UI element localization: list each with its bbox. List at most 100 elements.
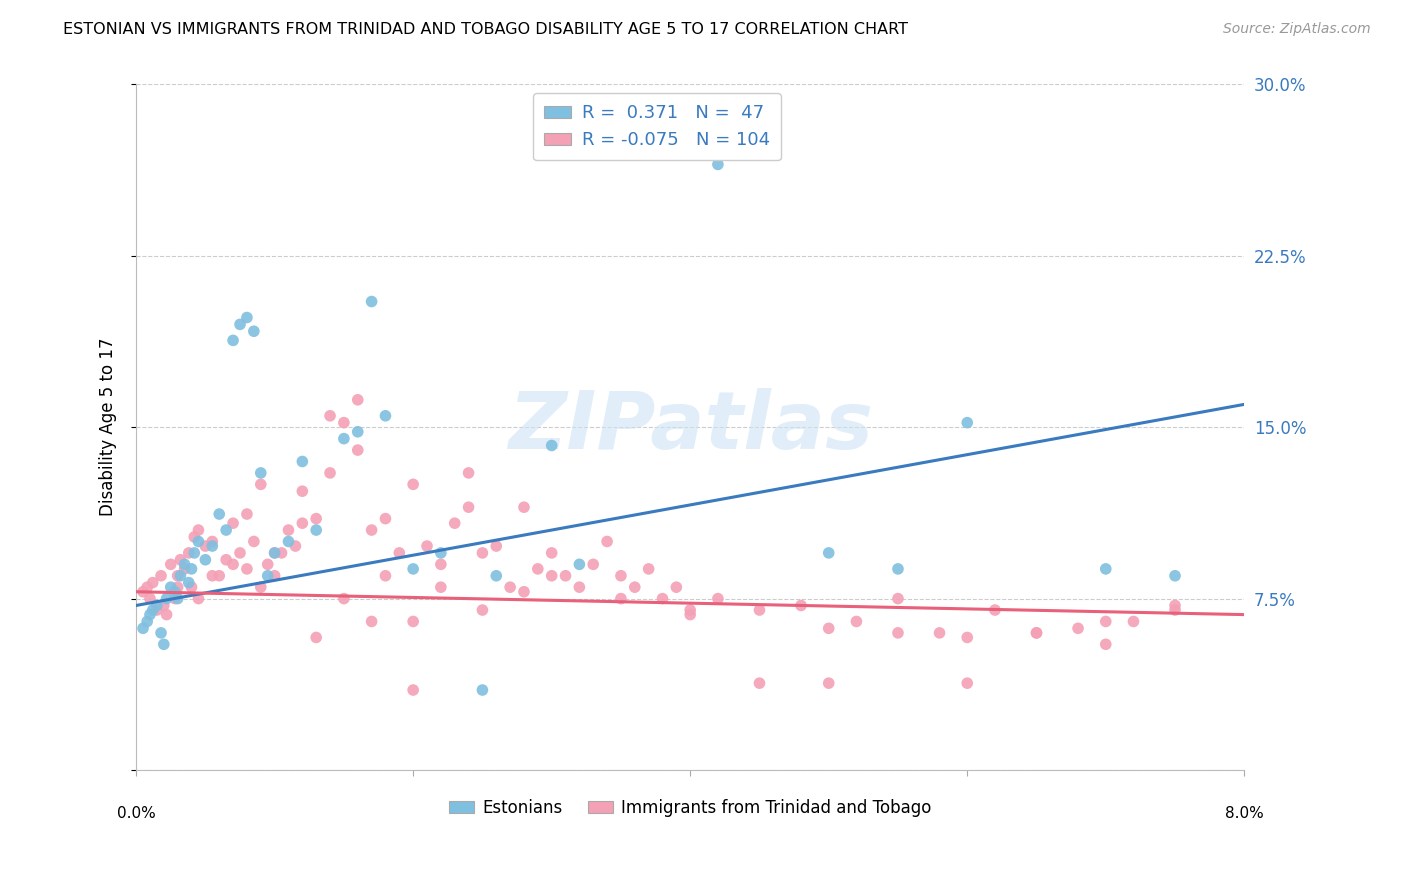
Point: [291, 454, 314, 468]
Point: [183, 546, 205, 560]
Point: [513, 584, 536, 599]
Point: [208, 507, 231, 521]
Point: [305, 511, 328, 525]
Point: [136, 615, 159, 629]
Point: [665, 580, 688, 594]
Y-axis label: Disability Age 5 to 17: Disability Age 5 to 17: [100, 338, 117, 516]
Point: [284, 539, 307, 553]
Point: [215, 523, 238, 537]
Point: [166, 591, 188, 606]
Point: [177, 575, 200, 590]
Point: [485, 568, 508, 582]
Point: [180, 580, 202, 594]
Text: 8.0%: 8.0%: [1225, 805, 1264, 821]
Point: [305, 631, 328, 645]
Point: [194, 553, 217, 567]
Point: [222, 334, 245, 348]
Point: [388, 546, 411, 560]
Point: [416, 539, 439, 553]
Point: [457, 500, 479, 515]
Point: [679, 603, 702, 617]
Point: [707, 157, 730, 171]
Point: [291, 484, 314, 499]
Point: [194, 539, 217, 553]
Point: [748, 676, 770, 690]
Point: [582, 558, 605, 572]
Point: [471, 683, 494, 698]
Point: [471, 603, 494, 617]
Point: [1025, 626, 1047, 640]
Point: [163, 591, 186, 606]
Point: [430, 546, 453, 560]
Point: [146, 603, 169, 617]
Point: [169, 553, 191, 567]
Point: [183, 530, 205, 544]
Point: [748, 603, 770, 617]
Point: [201, 568, 224, 582]
Point: [360, 294, 382, 309]
Point: [333, 432, 356, 446]
Point: [1164, 599, 1187, 613]
Point: [540, 568, 562, 582]
Point: [180, 562, 202, 576]
Text: ESTONIAN VS IMMIGRANTS FROM TRINIDAD AND TOBAGO DISABILITY AGE 5 TO 17 CORRELATI: ESTONIAN VS IMMIGRANTS FROM TRINIDAD AND…: [63, 22, 908, 37]
Point: [270, 546, 292, 560]
Point: [360, 615, 382, 629]
Point: [155, 591, 177, 606]
Point: [187, 591, 209, 606]
Point: [1067, 621, 1090, 635]
Point: [166, 568, 188, 582]
Point: [817, 676, 839, 690]
Point: [153, 637, 176, 651]
Point: [346, 425, 368, 439]
Point: [1164, 603, 1187, 617]
Point: [173, 562, 195, 576]
Text: Source: ZipAtlas.com: Source: ZipAtlas.com: [1223, 22, 1371, 37]
Point: [568, 580, 591, 594]
Point: [187, 534, 209, 549]
Point: [540, 546, 562, 560]
Point: [159, 558, 181, 572]
Point: [142, 603, 165, 617]
Point: [319, 466, 342, 480]
Point: [956, 676, 979, 690]
Point: [201, 539, 224, 553]
Point: [374, 409, 396, 423]
Point: [540, 438, 562, 452]
Point: [142, 575, 165, 590]
Point: [471, 546, 494, 560]
Point: [360, 523, 382, 537]
Text: ZIPatlas: ZIPatlas: [508, 388, 873, 467]
Point: [402, 615, 425, 629]
Text: 0.0%: 0.0%: [117, 805, 156, 821]
Point: [222, 516, 245, 531]
Point: [679, 607, 702, 622]
Point: [150, 626, 173, 640]
Point: [1094, 637, 1116, 651]
Point: [277, 523, 299, 537]
Point: [443, 516, 465, 531]
Point: [346, 443, 368, 458]
Point: [1164, 568, 1187, 582]
Point: [177, 546, 200, 560]
Point: [928, 626, 950, 640]
Point: [499, 580, 522, 594]
Point: [887, 562, 910, 576]
Point: [236, 507, 259, 521]
Point: [333, 591, 356, 606]
Point: [263, 546, 285, 560]
Point: [623, 580, 645, 594]
Point: [291, 516, 314, 531]
Point: [651, 591, 673, 606]
Point: [139, 607, 162, 622]
Point: [568, 558, 591, 572]
Point: [1094, 615, 1116, 629]
Point: [790, 599, 813, 613]
Point: [146, 599, 169, 613]
Point: [243, 534, 266, 549]
Point: [169, 568, 191, 582]
Point: [166, 580, 188, 594]
Point: [554, 568, 576, 582]
Point: [155, 607, 177, 622]
Point: [236, 562, 259, 576]
